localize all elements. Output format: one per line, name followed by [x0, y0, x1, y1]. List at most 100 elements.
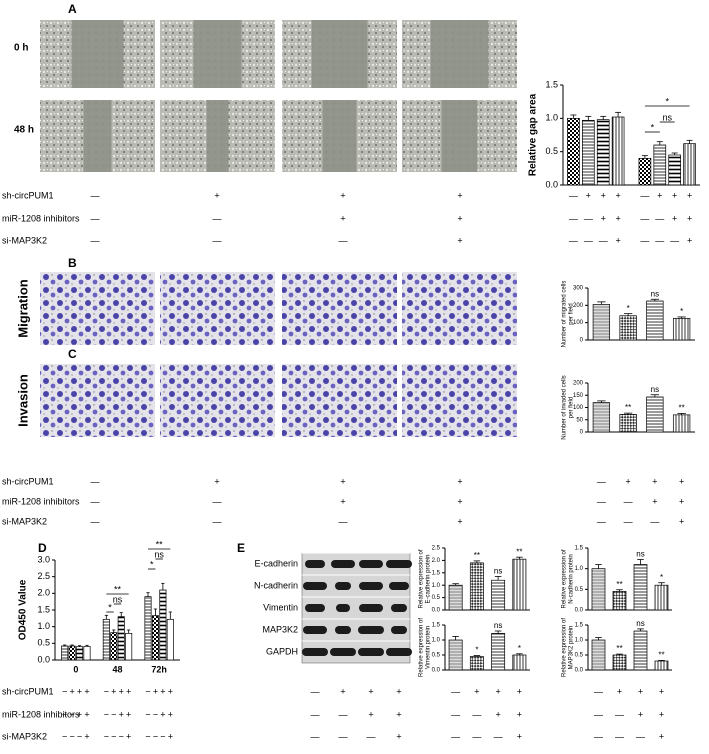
significance-label: *	[665, 96, 669, 106]
condition-sign: —	[472, 709, 481, 719]
significance-label: *	[680, 307, 683, 316]
significance-label: ns	[651, 289, 659, 298]
bar	[646, 300, 664, 341]
condition-sign: +	[126, 709, 131, 719]
significance-label: ns	[662, 112, 672, 122]
condition-label: sh-circPUM1	[2, 476, 54, 486]
condition-sign: +	[652, 496, 657, 506]
condition-sign: +	[77, 709, 82, 719]
y-tick-label: 0.0	[432, 608, 441, 614]
y-tick-label: 200	[573, 381, 584, 387]
significance-label: ns	[154, 549, 164, 559]
condition-sign: —	[213, 235, 222, 245]
y-tick-label: 1.0	[575, 566, 584, 572]
bar	[491, 633, 506, 671]
condition-sign: —	[569, 190, 578, 200]
condition-sign: +	[396, 709, 401, 719]
condition-sign: +	[340, 496, 345, 506]
condition-sign: +	[396, 731, 401, 741]
condition-sign: —	[494, 731, 503, 741]
y-axis-label: Relative expression of	[562, 549, 568, 608]
blot-band	[336, 604, 350, 612]
condition-sign: +	[368, 686, 373, 696]
condition-sign: —	[91, 190, 100, 200]
condition-sign: +	[340, 686, 345, 696]
significance-label: *	[108, 602, 112, 612]
condition-sign: —	[584, 235, 593, 245]
y-tick-label: 1.5	[545, 79, 558, 89]
condition-sign: +	[679, 496, 684, 506]
y-axis-label: MAP3K2 protein	[569, 626, 575, 670]
condition-sign: +	[214, 476, 219, 486]
wound-gap	[322, 100, 357, 172]
condition-label: sh-circPUM1	[2, 686, 54, 696]
condition-sign: +	[457, 496, 462, 506]
bar	[567, 117, 580, 186]
condition-sign: —	[213, 496, 222, 506]
condition-sign: +	[495, 709, 500, 719]
condition-sign: —	[615, 709, 624, 719]
significance-label: ns	[636, 550, 644, 559]
transwell-image	[40, 364, 155, 437]
significance-label: *	[660, 573, 663, 582]
bar	[151, 615, 159, 661]
y-tick-label: 2.0	[37, 588, 50, 598]
y-tick-label: 0.5	[575, 587, 584, 593]
condition-sign: −	[69, 709, 74, 719]
significance-label: *	[475, 646, 478, 655]
condition-sign: —	[594, 731, 603, 741]
condition-sign: +	[687, 190, 692, 200]
condition-sign: +	[495, 686, 500, 696]
condition-sign: +	[119, 709, 124, 719]
blot-band	[359, 582, 383, 590]
x-tick-label: 0	[73, 664, 78, 674]
bar	[654, 584, 669, 611]
condition-sign: —	[599, 235, 608, 245]
bar	[638, 157, 652, 186]
condition-sign: —	[655, 235, 664, 245]
condition-label: miR-1208 inhibitors	[2, 496, 80, 506]
bar	[512, 558, 527, 611]
condition-sign: +	[396, 686, 401, 696]
y-tick-label: 0.0	[432, 668, 441, 674]
blot-label: N-cadherin	[254, 580, 298, 590]
condition-sign: —	[451, 686, 460, 696]
y-tick-label: 0.5	[37, 638, 50, 648]
bar	[469, 562, 484, 611]
transwell-image	[160, 272, 275, 345]
bar	[83, 645, 91, 661]
y-tick-label: 2.0	[432, 558, 441, 564]
x-tick-label: 72h	[151, 664, 167, 674]
bar	[653, 144, 667, 186]
condition-sign: +	[659, 709, 664, 719]
condition-sign: −	[145, 686, 150, 696]
condition-sign: —	[311, 731, 320, 741]
image-row-label: 48 h	[14, 125, 34, 136]
y-axis-label: E-cadherin protein	[426, 554, 432, 603]
y-axis-label: Relative gap area	[528, 93, 539, 176]
bar	[612, 654, 627, 671]
condition-label: sh-circPUM1	[2, 190, 54, 200]
bar	[668, 154, 681, 186]
transwell-image	[282, 364, 397, 437]
wound-gap	[206, 100, 229, 172]
blot-band	[386, 648, 412, 656]
condition-sign: −	[62, 709, 67, 719]
blot-band	[331, 560, 355, 568]
y-tick-label: 0.5	[545, 146, 558, 156]
bar	[102, 618, 110, 661]
panel-label: A	[68, 2, 77, 16]
bar	[117, 616, 125, 661]
condition-sign: —	[91, 235, 100, 245]
y-tick-label: 0.5	[432, 595, 441, 601]
significance-label: **	[474, 551, 480, 560]
blot-band	[359, 604, 383, 612]
blot-band	[303, 626, 327, 634]
bar	[633, 564, 648, 611]
condition-sign: —	[569, 213, 578, 223]
condition-sign: −	[145, 731, 150, 741]
condition-sign: +	[457, 516, 462, 526]
y-tick-label: 50	[576, 417, 583, 423]
condition-sign: +	[601, 190, 606, 200]
y-tick-label: 150	[573, 393, 584, 399]
